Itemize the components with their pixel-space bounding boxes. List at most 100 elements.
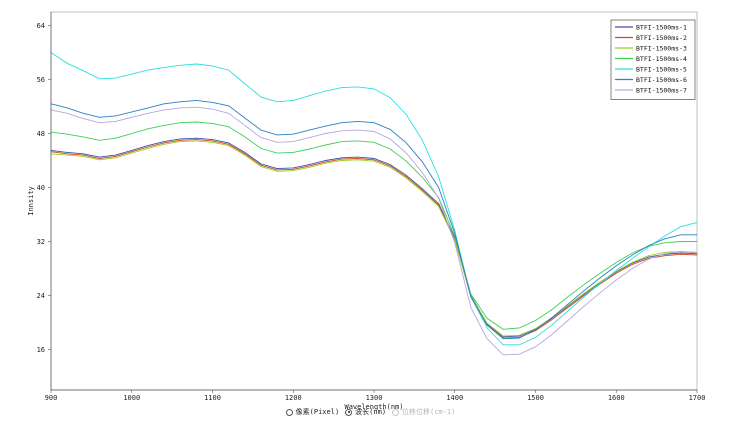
data-point [179, 107, 181, 109]
radio-circle-icon[interactable] [345, 408, 353, 416]
data-point [325, 161, 326, 163]
wavelength-unit-radio[interactable]: 波长(nm) [345, 407, 386, 417]
data-point [551, 317, 553, 319]
data-point [470, 296, 472, 298]
data-point [212, 65, 213, 67]
data-point [82, 156, 84, 157]
y-tick-label: 32 [37, 238, 45, 246]
data-point [696, 222, 698, 224]
data-point [664, 238, 666, 240]
data-point [680, 252, 682, 254]
data-point [195, 63, 197, 65]
legend-label: BTFI-1500ms-7 [636, 86, 687, 94]
data-point [696, 234, 698, 236]
x-tick-label: 900 [45, 394, 58, 402]
data-point [535, 329, 536, 331]
data-point [82, 118, 84, 119]
data-point [438, 204, 439, 206]
data-point [276, 169, 278, 171]
data-point [454, 233, 456, 234]
data-point [195, 121, 197, 123]
data-point [680, 251, 682, 253]
legend-label: BTFI-1500ms-6 [636, 76, 687, 84]
data-point [615, 272, 617, 274]
data-point [163, 143, 165, 145]
data-point [325, 125, 326, 127]
x-tick-label: 1200 [285, 394, 302, 402]
data-point [195, 140, 197, 142]
data-point [99, 159, 100, 161]
data-point [357, 86, 359, 88]
data-point [664, 251, 666, 253]
data-point [696, 254, 698, 256]
data-point [341, 157, 343, 159]
data-point [341, 122, 343, 124]
data-point [373, 88, 375, 90]
data-point [260, 163, 262, 165]
data-point [163, 141, 165, 143]
radio-circle-icon[interactable] [392, 408, 400, 416]
data-point [502, 328, 504, 330]
data-point [373, 160, 375, 162]
data-point [212, 123, 213, 124]
data-point [599, 292, 601, 294]
data-point [486, 318, 488, 319]
data-point [212, 140, 213, 142]
data-point [389, 165, 391, 167]
legend-label: BTFI-1500ms-2 [636, 34, 687, 42]
data-point [567, 305, 569, 306]
data-point [82, 154, 84, 156]
data-point [648, 255, 649, 257]
data-point [244, 83, 246, 84]
pixel-unit-radio[interactable]: 像素(Pixel) [285, 407, 339, 417]
data-point [82, 70, 84, 72]
wavelength-unit-label: 波长(nm) [355, 408, 387, 416]
data-point [373, 159, 375, 161]
data-point [244, 125, 246, 126]
data-point [632, 254, 633, 256]
data-point [454, 239, 456, 241]
data-point [292, 170, 294, 172]
data-point [276, 134, 278, 136]
data-point [422, 188, 423, 190]
data-point [325, 144, 326, 146]
data-point [244, 153, 246, 155]
data-point [664, 255, 666, 257]
data-point [518, 353, 520, 355]
data-point [260, 148, 262, 149]
data-point [551, 309, 553, 311]
data-point [292, 167, 294, 169]
data-point [551, 334, 553, 335]
data-point [292, 168, 294, 170]
x-axis-title: Wavelength(nm) [344, 403, 403, 411]
data-point [309, 166, 310, 168]
data-point [341, 87, 343, 88]
data-point [599, 281, 601, 283]
data-point [309, 148, 310, 150]
legend[interactable]: BTFI-1500ms-1 BTFI-1500ms-2 BTFI-1500ms-3 B… [610, 19, 696, 100]
data-point [535, 346, 536, 348]
data-point [131, 152, 133, 154]
data-point [632, 262, 633, 263]
data-point [179, 64, 181, 66]
data-point [422, 172, 423, 174]
data-point [115, 157, 116, 159]
data-point [632, 252, 633, 254]
data-point [115, 137, 116, 139]
radio-circle-icon[interactable] [285, 408, 293, 416]
data-point [292, 141, 294, 143]
y-tick-label: 64 [37, 22, 45, 30]
x-tick-label: 1000 [123, 394, 140, 402]
data-point [551, 324, 553, 326]
data-point [486, 327, 488, 329]
legend-label: BTFI-1500ms-5 [636, 65, 687, 73]
raman-shift-unit-radio[interactable]: 位移位移(cm-1) [392, 407, 455, 417]
data-point [228, 143, 230, 145]
data-point [535, 320, 536, 321]
data-point [518, 335, 520, 337]
data-point [389, 129, 391, 130]
data-point [648, 258, 649, 260]
data-point [115, 115, 116, 117]
x-tick-label: 1700 [689, 394, 706, 402]
data-point [131, 73, 133, 75]
